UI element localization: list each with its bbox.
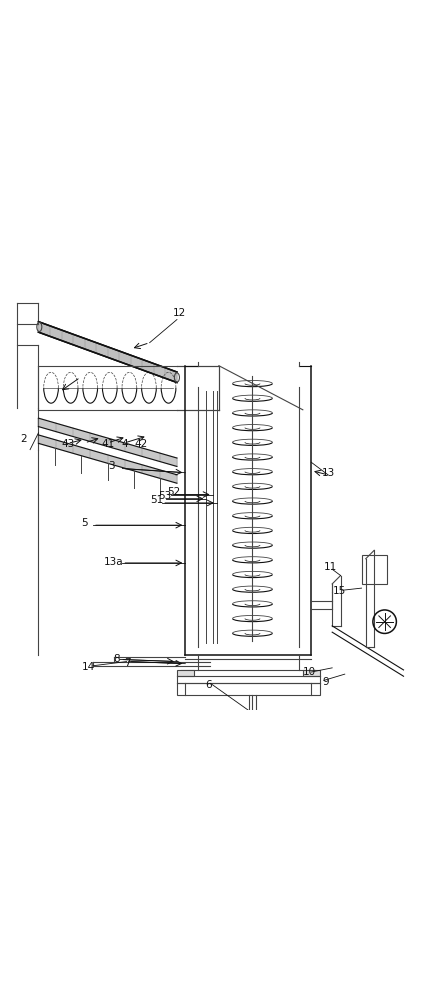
Bar (362, 555, 387, 584)
Text: 41: 41 (101, 439, 115, 449)
Text: 53: 53 (159, 491, 172, 501)
Text: 8: 8 (114, 654, 120, 664)
Text: 7: 7 (125, 658, 131, 668)
Bar (177, 683, 320, 695)
Text: 3: 3 (109, 461, 115, 471)
Text: 10: 10 (303, 667, 316, 677)
Text: 51: 51 (150, 495, 163, 505)
Text: 9: 9 (322, 677, 329, 687)
Text: 14: 14 (82, 662, 96, 672)
Text: 5: 5 (81, 518, 88, 528)
Text: 43: 43 (61, 439, 75, 449)
Bar (177, 670, 194, 676)
Bar (303, 670, 320, 676)
Text: 52: 52 (167, 487, 180, 497)
Text: 13a: 13a (104, 557, 124, 567)
Text: 11: 11 (324, 562, 338, 572)
Text: 42: 42 (135, 439, 148, 449)
Text: 6: 6 (205, 680, 212, 690)
Text: 15: 15 (333, 586, 346, 596)
Polygon shape (38, 418, 177, 466)
Polygon shape (38, 322, 177, 383)
Text: 13: 13 (321, 468, 335, 478)
Text: 2: 2 (21, 434, 27, 444)
Text: 12: 12 (173, 308, 186, 318)
Polygon shape (38, 435, 177, 483)
Text: 4: 4 (121, 439, 128, 449)
